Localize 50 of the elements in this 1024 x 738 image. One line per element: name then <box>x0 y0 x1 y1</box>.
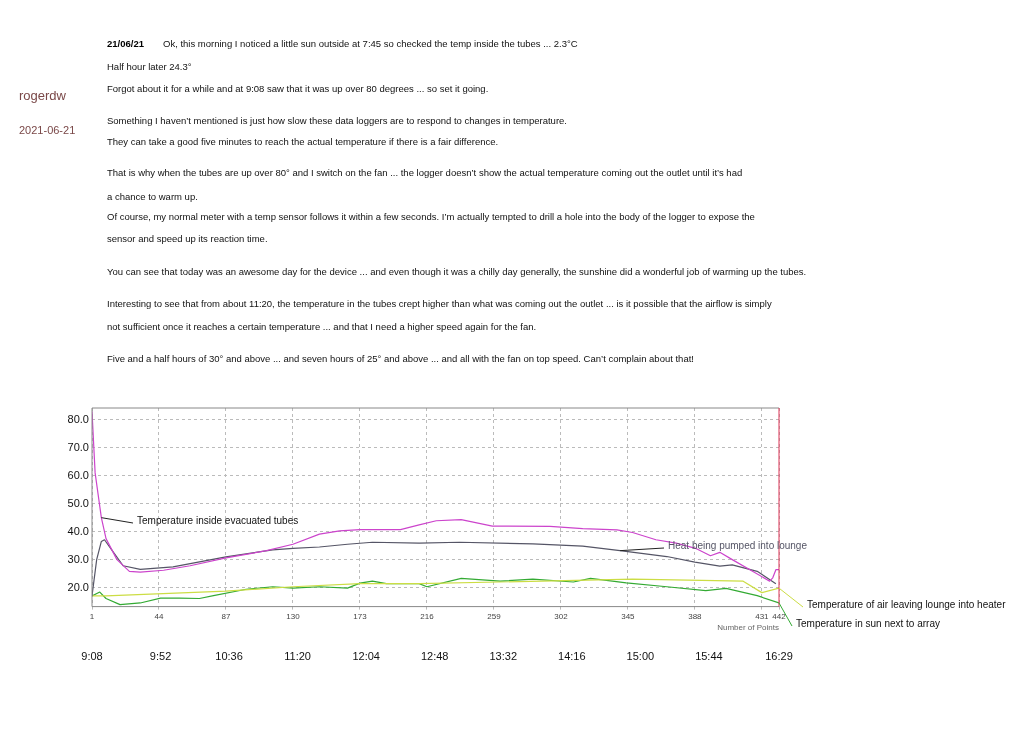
x-axis-title: Number of Points <box>717 623 779 633</box>
y-tick-label: 60.0 <box>67 468 89 481</box>
text: Temperature in sun next to array <box>796 617 940 629</box>
y-tick-label: 20.0 <box>67 580 89 593</box>
series-label: Temperature inside evacuated tubes <box>137 514 299 526</box>
text: a chance to warm up. <box>107 190 198 204</box>
x-tick-label: 130 <box>286 611 301 621</box>
x2-tick-label: 9:08 <box>81 650 103 663</box>
text: Forgot about it for a while and at 9:08 saw that it was up over 80 degrees ... so set it going. <box>107 82 489 96</box>
text: Of course, my normal meter with a temp sensor follows it within a few seconds. I’m actually tempted to drill a hole into the body of the logger to expose the <box>107 210 755 224</box>
x-tick-label: 87 <box>221 611 231 621</box>
text: You can see that today was an awesome day for the device ... and even though it was a chilly day generally, the sunshine did a wonderful job of warming up the tubes. <box>107 265 807 279</box>
y-tick-label: 30.0 <box>67 552 89 565</box>
text: That is why when the tubes are up over 80° and I switch on the fan ... the logger doesn’t show the actual temperature coming out the outlet until it’s had <box>107 166 743 180</box>
x2-tick-label: 15:00 <box>626 650 655 663</box>
legend-label: Temperature of air leaving lounge into heater <box>807 598 1007 610</box>
text: Five and a half hours of 30° and above ... and seven hours of 25° and above ... and all with the fan on top speed. Can’t complain about that! <box>107 352 694 366</box>
x2-tick-label: 15:44 <box>695 650 723 663</box>
x-tick-label: 388 <box>688 611 703 621</box>
text: Something I haven’t mentioned is just how slow these data loggers are to respond to changes in temperature. <box>107 114 567 128</box>
y-tick-label: 40.0 <box>67 524 89 537</box>
x2-tick-label: 9:52 <box>149 650 172 663</box>
x2-tick-label: 16:29 <box>765 650 793 663</box>
x-tick-label: 216 <box>420 611 435 621</box>
x-tick-label: 302 <box>554 611 569 621</box>
text: sensor and speed up its reaction time. <box>107 232 268 246</box>
y-tick-label: 70.0 <box>67 440 89 453</box>
text: Half hour later 24.3° <box>107 60 192 74</box>
x-tick-label: 44 <box>154 611 164 621</box>
text: rogerdw <box>19 88 66 104</box>
x2-tick-label: 11:20 <box>284 650 311 663</box>
x2-tick-label: 14:16 <box>558 650 586 663</box>
x-tick-label: 173 <box>353 611 368 621</box>
text: Interesting to see that from about 11:20, the temperature in the tubes crept higher than what was coming out the outlet ... is it possible that the airflow is simply <box>107 297 772 311</box>
text: not sufficient once it reaches a certain temperature ... and that I need a higher speed again for the fan. <box>107 320 537 334</box>
x-tick-label: 345 <box>621 611 636 621</box>
text: Ok, this morning I noticed a little sun outside at 7:45 so checked the temp inside the tubes ... 2.3°C <box>163 37 578 51</box>
text: 2021-06-21 <box>19 123 76 138</box>
y-tick-label: 50.0 <box>67 496 89 509</box>
text: They can take a good five minutes to reach the actual temperature if there is a fair difference. <box>107 135 499 149</box>
y-tick-label: 80.0 <box>67 412 89 425</box>
text: 21/06/21 <box>107 37 144 51</box>
x2-tick-label: 13:32 <box>489 650 518 663</box>
x2-tick-label: 12:48 <box>420 650 449 663</box>
x-tick-label: 442 <box>772 611 787 621</box>
x2-tick-label: 10:36 <box>215 650 243 663</box>
x-tick-label: 1 <box>89 611 95 621</box>
x-tick-label: 259 <box>487 611 502 621</box>
x2-tick-label: 12:04 <box>352 650 380 663</box>
x-tick-label: 431 <box>755 611 770 621</box>
